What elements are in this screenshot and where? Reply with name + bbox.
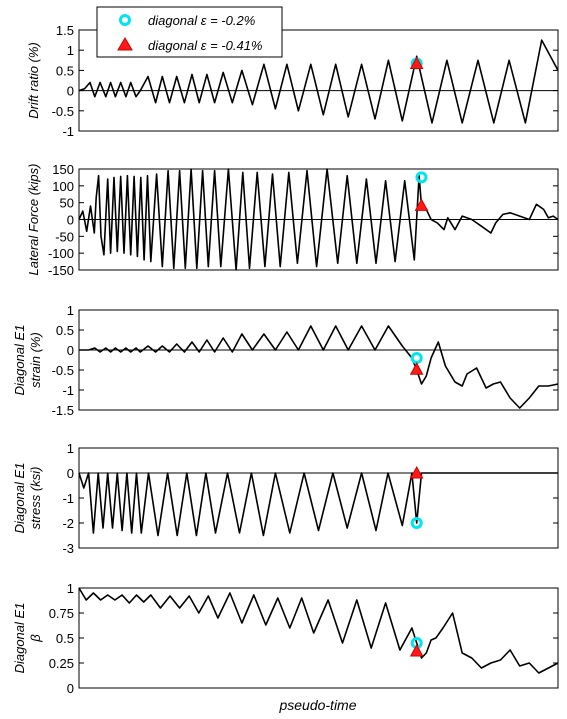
legend-label-1: diagonal ε = -0.41% — [148, 38, 263, 53]
y-axis-label: Diagonal E1stress (ksi) — [12, 463, 43, 534]
y-tick-label: -0.5 — [52, 363, 74, 378]
y-tick-label: 1.5 — [56, 23, 74, 38]
y-tick-label: 0 — [67, 343, 74, 358]
marker-triangle — [414, 198, 429, 211]
legend-label-0: diagonal ε = -0.2% — [148, 13, 255, 28]
data-line — [78, 587, 559, 674]
y-axis-label: Lateral Force (kips) — [26, 164, 41, 276]
data-line — [78, 39, 559, 124]
legend-marker-circle — [119, 14, 131, 26]
y-tick-label: 0.25 — [49, 656, 74, 671]
y-tick-label: 0 — [67, 466, 74, 481]
marker-triangle — [409, 643, 424, 657]
y-tick-label: 1 — [67, 303, 74, 318]
marker-triangle — [409, 465, 424, 479]
y-tick-label: -1.5 — [52, 403, 74, 418]
x-axis-label: pseudo-time — [278, 697, 356, 713]
y-tick-label: -3 — [62, 541, 74, 556]
y-axis-label: Diagonal E1strain (%) — [12, 325, 43, 396]
legend: diagonal ε = -0.2% diagonal ε = -0.41% — [96, 6, 283, 58]
chart-panel-5: 0 0.25 0.5 0.75 1 Diagonal E1β — [12, 581, 559, 696]
axes-box — [78, 29, 559, 132]
axes-box — [78, 447, 559, 549]
data-line — [78, 168, 559, 271]
data-line — [79, 325, 559, 409]
chart-panel-2: -150 -100 -500 50 100 150 Lateral Force (kips) — [26, 162, 559, 278]
y-tick-label: 1 — [67, 43, 74, 58]
y-tick-label: -150 — [48, 263, 74, 278]
chart-panel-1: -1 -0.5 0 0.5 1 1.5 Drift ratio (%) — [26, 23, 559, 139]
y-tick-label: 0 — [67, 213, 74, 228]
marker-circle — [410, 517, 423, 529]
y-tick-label: 0 — [67, 681, 74, 696]
y-tick-label: -0.5 — [52, 104, 74, 119]
legend-marker-triangle — [117, 37, 133, 51]
y-tick-label: 1 — [67, 581, 74, 596]
marker-triangle — [409, 56, 424, 70]
y-tick-label: -2 — [62, 516, 74, 531]
y-tick-label: 0 — [67, 84, 74, 99]
chart-panel-4: -3 -2 -1 0 1 Diagonal E1stress (ksi) — [12, 441, 559, 556]
axes-box — [78, 587, 559, 689]
y-tick-label: 100 — [52, 179, 74, 194]
marker-triangle — [409, 362, 424, 375]
y-tick-label: -1 — [62, 124, 74, 139]
y-tick-label: 1 — [67, 441, 74, 456]
data-line — [78, 472, 558, 537]
axes-box — [78, 309, 559, 411]
y-tick-label: 0.75 — [49, 606, 74, 621]
chart-panel-3: -1.5 -1 -0.5 0 0.5 1 Diagonal E1strain (%) — [12, 303, 559, 418]
y-axis-label: Diagonal E1β — [12, 603, 43, 674]
marker-circle — [410, 352, 423, 364]
y-tick-label: -1 — [62, 491, 74, 506]
y-tick-label: 0.5 — [56, 63, 74, 78]
y-tick-label: 150 — [52, 162, 74, 177]
y-tick-label: -100 — [48, 246, 74, 261]
marker-circle — [415, 171, 428, 184]
y-tick-label: 50 — [60, 196, 74, 211]
y-tick-label: 0.5 — [56, 323, 74, 338]
y-tick-label: -50 — [55, 229, 74, 244]
y-tick-label: 0.5 — [56, 631, 74, 646]
y-axis-label: Drift ratio (%) — [26, 42, 41, 119]
y-tick-label: -1 — [62, 383, 74, 398]
